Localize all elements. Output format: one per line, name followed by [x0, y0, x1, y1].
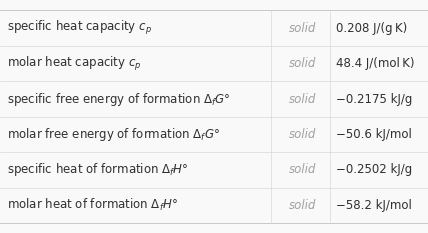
Text: specific heat of formation $\Delta_fH°$: specific heat of formation $\Delta_fH°$ [7, 161, 189, 178]
Text: molar free energy of formation $\Delta_fG°$: molar free energy of formation $\Delta_f… [7, 126, 220, 143]
Text: solid: solid [288, 163, 316, 176]
Text: solid: solid [288, 93, 316, 106]
Text: molar heat of formation $\Delta_fH°$: molar heat of formation $\Delta_fH°$ [7, 197, 178, 213]
Text: 0.208 J/(g K): 0.208 J/(g K) [336, 22, 407, 35]
Text: solid: solid [288, 199, 316, 212]
Text: −0.2502 kJ/g: −0.2502 kJ/g [336, 163, 412, 176]
Text: specific free energy of formation $\Delta_fG°$: specific free energy of formation $\Delt… [7, 91, 231, 107]
Text: solid: solid [288, 22, 316, 35]
Text: solid: solid [288, 57, 316, 70]
Text: −0.2175 kJ/g: −0.2175 kJ/g [336, 93, 412, 106]
Text: specific heat capacity $c_p$: specific heat capacity $c_p$ [7, 19, 152, 37]
Text: 48.4 J/(mol K): 48.4 J/(mol K) [336, 57, 414, 70]
Text: −50.6 kJ/mol: −50.6 kJ/mol [336, 128, 412, 141]
Text: solid: solid [288, 128, 316, 141]
Text: molar heat capacity $c_p$: molar heat capacity $c_p$ [7, 55, 142, 73]
Text: −58.2 kJ/mol: −58.2 kJ/mol [336, 199, 412, 212]
